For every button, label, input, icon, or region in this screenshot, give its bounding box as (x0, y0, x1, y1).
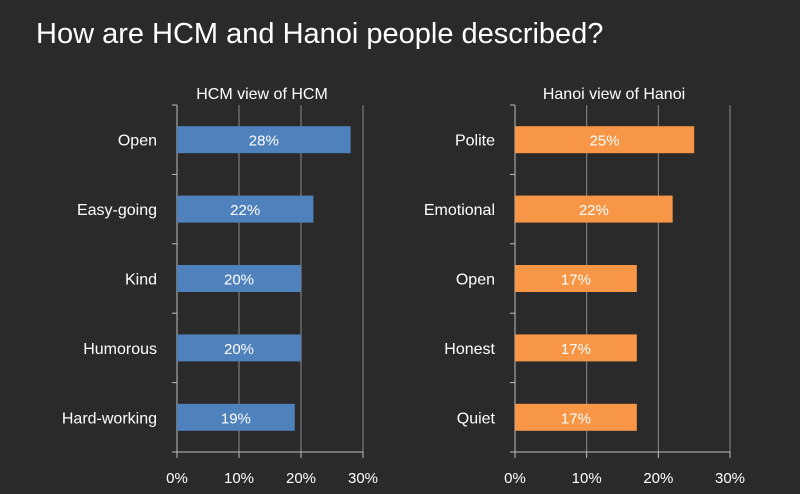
hanoi-bar (515, 265, 637, 292)
hanoi-tick-label: 30% (715, 470, 745, 487)
hanoi-tick-label: 0% (504, 470, 526, 487)
hanoi-category-label: Honest (444, 341, 495, 358)
hanoi-data-label: 17% (561, 410, 591, 427)
hanoi-category-label: Polite (455, 133, 495, 150)
hanoi-data-label: 17% (561, 341, 591, 358)
hcm-bar (177, 403, 295, 431)
hanoi-bar (515, 403, 637, 431)
chart-hanoi: Hanoi view of Hanoi 0% 10% 20% 30% Polite 25% E… (424, 86, 745, 487)
hcm-chart-title: HCM view of HCM (196, 86, 328, 103)
hanoi-category-label: Emotional (424, 202, 495, 219)
hcm-bar (177, 334, 301, 362)
hcm-bar (177, 195, 314, 223)
hanoi-data-label: 17% (561, 272, 591, 289)
hanoi-tick-label: 20% (643, 470, 673, 487)
hcm-data-label: 20% (224, 272, 254, 289)
hcm-bar (177, 265, 301, 292)
hcm-category-label: Kind (125, 272, 157, 289)
hcm-category-label: Easy-going (77, 202, 157, 219)
hcm-data-label: 22% (230, 202, 260, 219)
page-title: How are HCM and Hanoi people described? (36, 18, 604, 50)
hcm-bar (177, 126, 351, 154)
hanoi-data-label: 25% (590, 133, 620, 150)
hanoi-chart-title: Hanoi view of Hanoi (543, 86, 685, 103)
hanoi-category-label: Open (456, 272, 495, 289)
hanoi-bar (515, 126, 695, 154)
hanoi-data-label: 22% (579, 202, 609, 219)
hanoi-tick-label: 10% (572, 470, 602, 487)
hcm-data-label: 20% (224, 341, 254, 358)
hcm-category-label: Humorous (83, 341, 157, 358)
hanoi-bar (515, 334, 637, 362)
chart-hcm: HCM view of HCM 0% 10% 20% 30% Open 28% Easy-go… (62, 86, 378, 487)
hanoi-bar (515, 195, 673, 223)
hcm-tick-label: 30% (348, 470, 378, 487)
hcm-data-label: 28% (249, 133, 279, 150)
hanoi-category-label: Quiet (457, 410, 496, 427)
hcm-category-label: Hard-working (62, 410, 157, 427)
hcm-tick-label: 10% (224, 470, 254, 487)
hcm-tick-label: 20% (286, 470, 316, 487)
hcm-category-label: Open (118, 133, 157, 150)
hcm-tick-label: 0% (166, 470, 188, 487)
hcm-data-label: 19% (221, 410, 251, 427)
